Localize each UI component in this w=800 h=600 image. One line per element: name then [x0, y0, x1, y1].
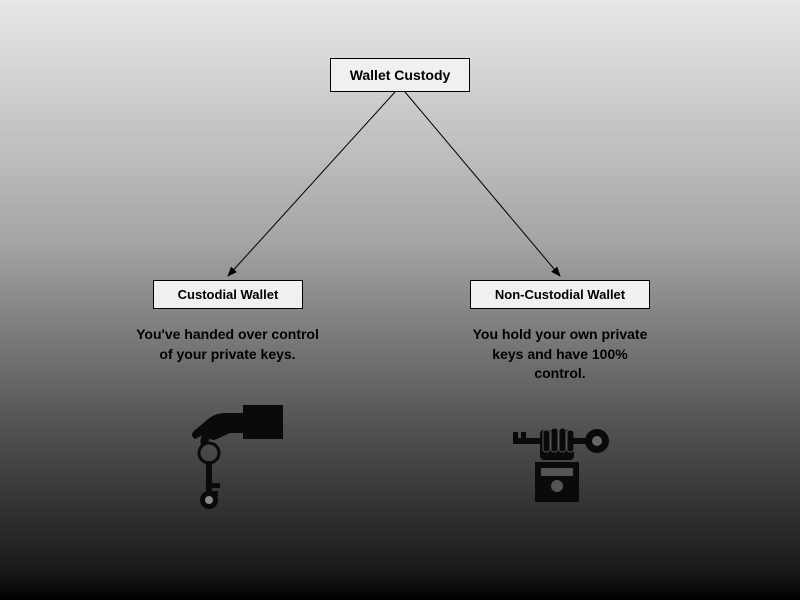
- noncustodial-label: Non-Custodial Wallet: [495, 287, 625, 302]
- custodial-label: Custodial Wallet: [178, 287, 279, 302]
- custodial-description: You've handed over control of your priva…: [135, 325, 320, 364]
- edge-right: [405, 92, 560, 276]
- edge-left: [228, 92, 395, 276]
- noncustodial-description: You hold your own private keys and have …: [470, 325, 650, 384]
- hand-giving-key-icon: [175, 395, 285, 515]
- hand-holding-key-icon: [505, 400, 615, 510]
- child-node-noncustodial: Non-Custodial Wallet: [470, 280, 650, 309]
- child-node-custodial: Custodial Wallet: [153, 280, 303, 309]
- root-label: Wallet Custody: [350, 67, 451, 83]
- root-node: Wallet Custody: [330, 58, 470, 92]
